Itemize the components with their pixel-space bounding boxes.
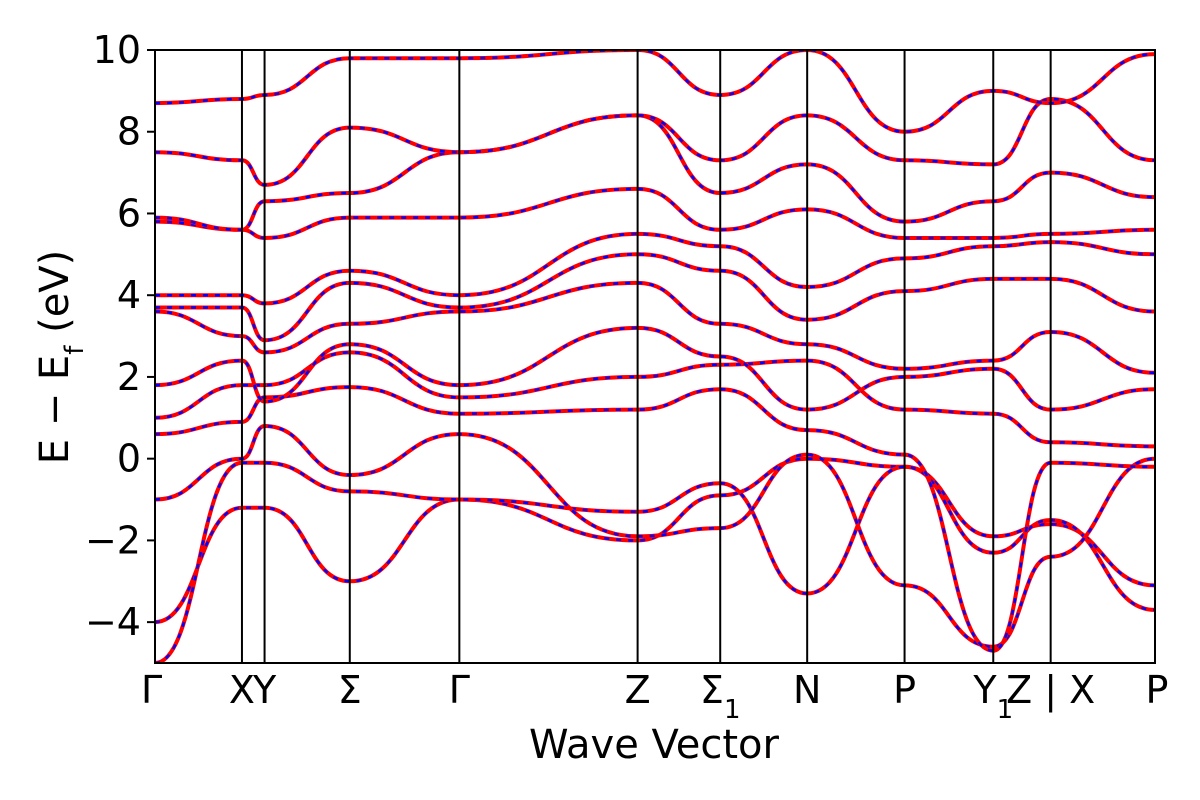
band-10-dft-line <box>155 114 1155 232</box>
x-tick-label-text: Y <box>252 668 277 712</box>
band-3-model-line <box>155 385 1155 653</box>
y-tick-label-7: 10 <box>93 28 141 72</box>
y-axis-label-main: E − E <box>32 355 78 465</box>
x-tick-label-2: Y <box>252 668 277 712</box>
x-tick-label-1: X <box>229 668 255 712</box>
band-8-model-line <box>155 231 1155 306</box>
band-2-model-line <box>155 423 1155 649</box>
y-tick-label-6: 8 <box>117 110 141 154</box>
x-tick-label-7: N <box>793 668 821 712</box>
x-tick-label-text: Y <box>972 668 997 712</box>
band-5-dft-line <box>155 326 1155 411</box>
x-tick-label-text: Σ <box>338 668 362 712</box>
band-3-dft-line <box>155 385 1155 652</box>
x-tick-label-text: P <box>893 668 916 712</box>
x-tick-label-text: N <box>793 668 821 712</box>
x-tick-label-text: Γ <box>141 668 162 712</box>
x-tick-label-9: Y1 <box>972 668 1013 725</box>
band-7-dft-line <box>155 253 1155 342</box>
x-tick-label-5: Z <box>625 668 651 712</box>
x-tick-label-6: Σ1 <box>700 668 741 725</box>
x-tick-label-0: Γ <box>141 668 162 712</box>
x-tick-label-subscript: 1 <box>997 695 1014 725</box>
x-tick-label-11: P <box>1146 668 1169 712</box>
y-axis-label-sub: f <box>60 345 90 355</box>
x-tick-label-10: Z | X <box>1006 668 1095 713</box>
x-tick-label-text: Γ <box>449 668 470 712</box>
y-axis-label: E − Ef (eV) <box>32 250 90 465</box>
band-lines <box>155 50 1155 663</box>
x-tick-label-4: Γ <box>449 668 470 712</box>
band-11-model-line <box>155 96 1155 187</box>
y-tick-label-5: 6 <box>117 191 141 235</box>
kpoint-lines <box>154 50 1156 663</box>
band-4-model-line <box>155 350 1155 449</box>
x-tick-label-text: X <box>229 668 255 712</box>
y-tick-label-1: −2 <box>85 518 141 562</box>
plot-frame <box>154 49 1156 664</box>
band-4-dft-line <box>155 351 1155 448</box>
band-6-dft-line <box>155 281 1155 375</box>
y-tick-label-2: 0 <box>117 437 141 481</box>
band-12-dft-line <box>155 50 1155 133</box>
x-axis-label: Wave Vector <box>529 722 780 768</box>
x-tick-label-3: Σ <box>338 668 362 712</box>
x-tick-label-text: Z <box>625 668 651 712</box>
band-10-model-line <box>155 113 1155 232</box>
band-8-dft-line <box>155 232 1155 305</box>
y-axis: −4 −2 0 2 4 6 8 10 <box>85 28 155 644</box>
band-0-dft-line <box>155 457 1155 624</box>
x-tick-label-text: P <box>1146 668 1169 712</box>
y-tick-label-3: 2 <box>117 355 141 399</box>
band-11-dft-line <box>155 97 1155 187</box>
y-axis-label-tail: (eV) <box>32 250 78 346</box>
band-7-model-line <box>155 252 1155 343</box>
y-tick-label-4: 4 <box>117 273 141 317</box>
x-tick-label-8: P <box>893 668 916 712</box>
x-tick-label-text: Σ <box>700 668 724 712</box>
y-tick-label-0: −4 <box>85 600 141 644</box>
x-tick-label-subscript: 1 <box>724 695 741 725</box>
x-tick-label-text: Z | X <box>1006 668 1095 713</box>
